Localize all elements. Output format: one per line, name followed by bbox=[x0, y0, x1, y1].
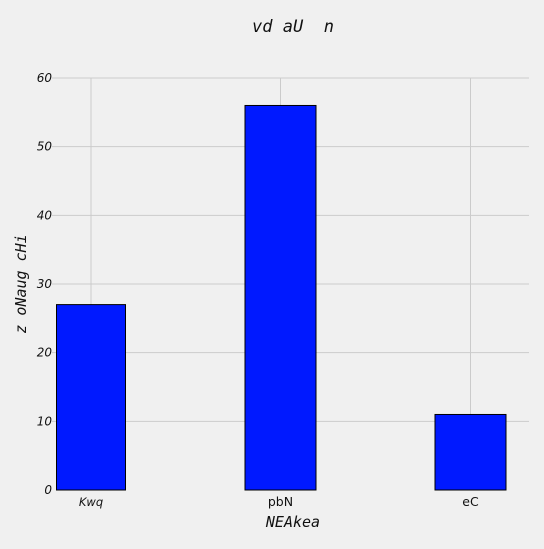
bar-pbn bbox=[244, 104, 317, 491]
bar-kwq bbox=[56, 304, 126, 491]
bar-ec bbox=[434, 413, 507, 491]
y-tick-label: 0 bbox=[44, 483, 52, 497]
x-tick-label: Kwq bbox=[79, 495, 103, 509]
x-tick-label: eC bbox=[462, 494, 479, 509]
y-tick-label: 20 bbox=[37, 346, 53, 360]
bar-layer bbox=[56, 104, 507, 491]
x-axis-label: NEAkea bbox=[265, 513, 320, 531]
y-tick-label: 10 bbox=[37, 414, 53, 428]
chart-title: vd aU n bbox=[252, 17, 334, 37]
x-tick-label: pbN bbox=[268, 494, 293, 509]
y-tick-label: 60 bbox=[37, 71, 53, 85]
y-tick-label: 50 bbox=[37, 140, 53, 154]
tick-layer: 0 10 20 30 40 50 60 Kwq pbN eC bbox=[37, 71, 479, 509]
y-tick-label: 30 bbox=[37, 277, 53, 291]
y-tick-label: 40 bbox=[37, 208, 53, 222]
y-axis-label: z oNaug cHi bbox=[12, 234, 30, 333]
